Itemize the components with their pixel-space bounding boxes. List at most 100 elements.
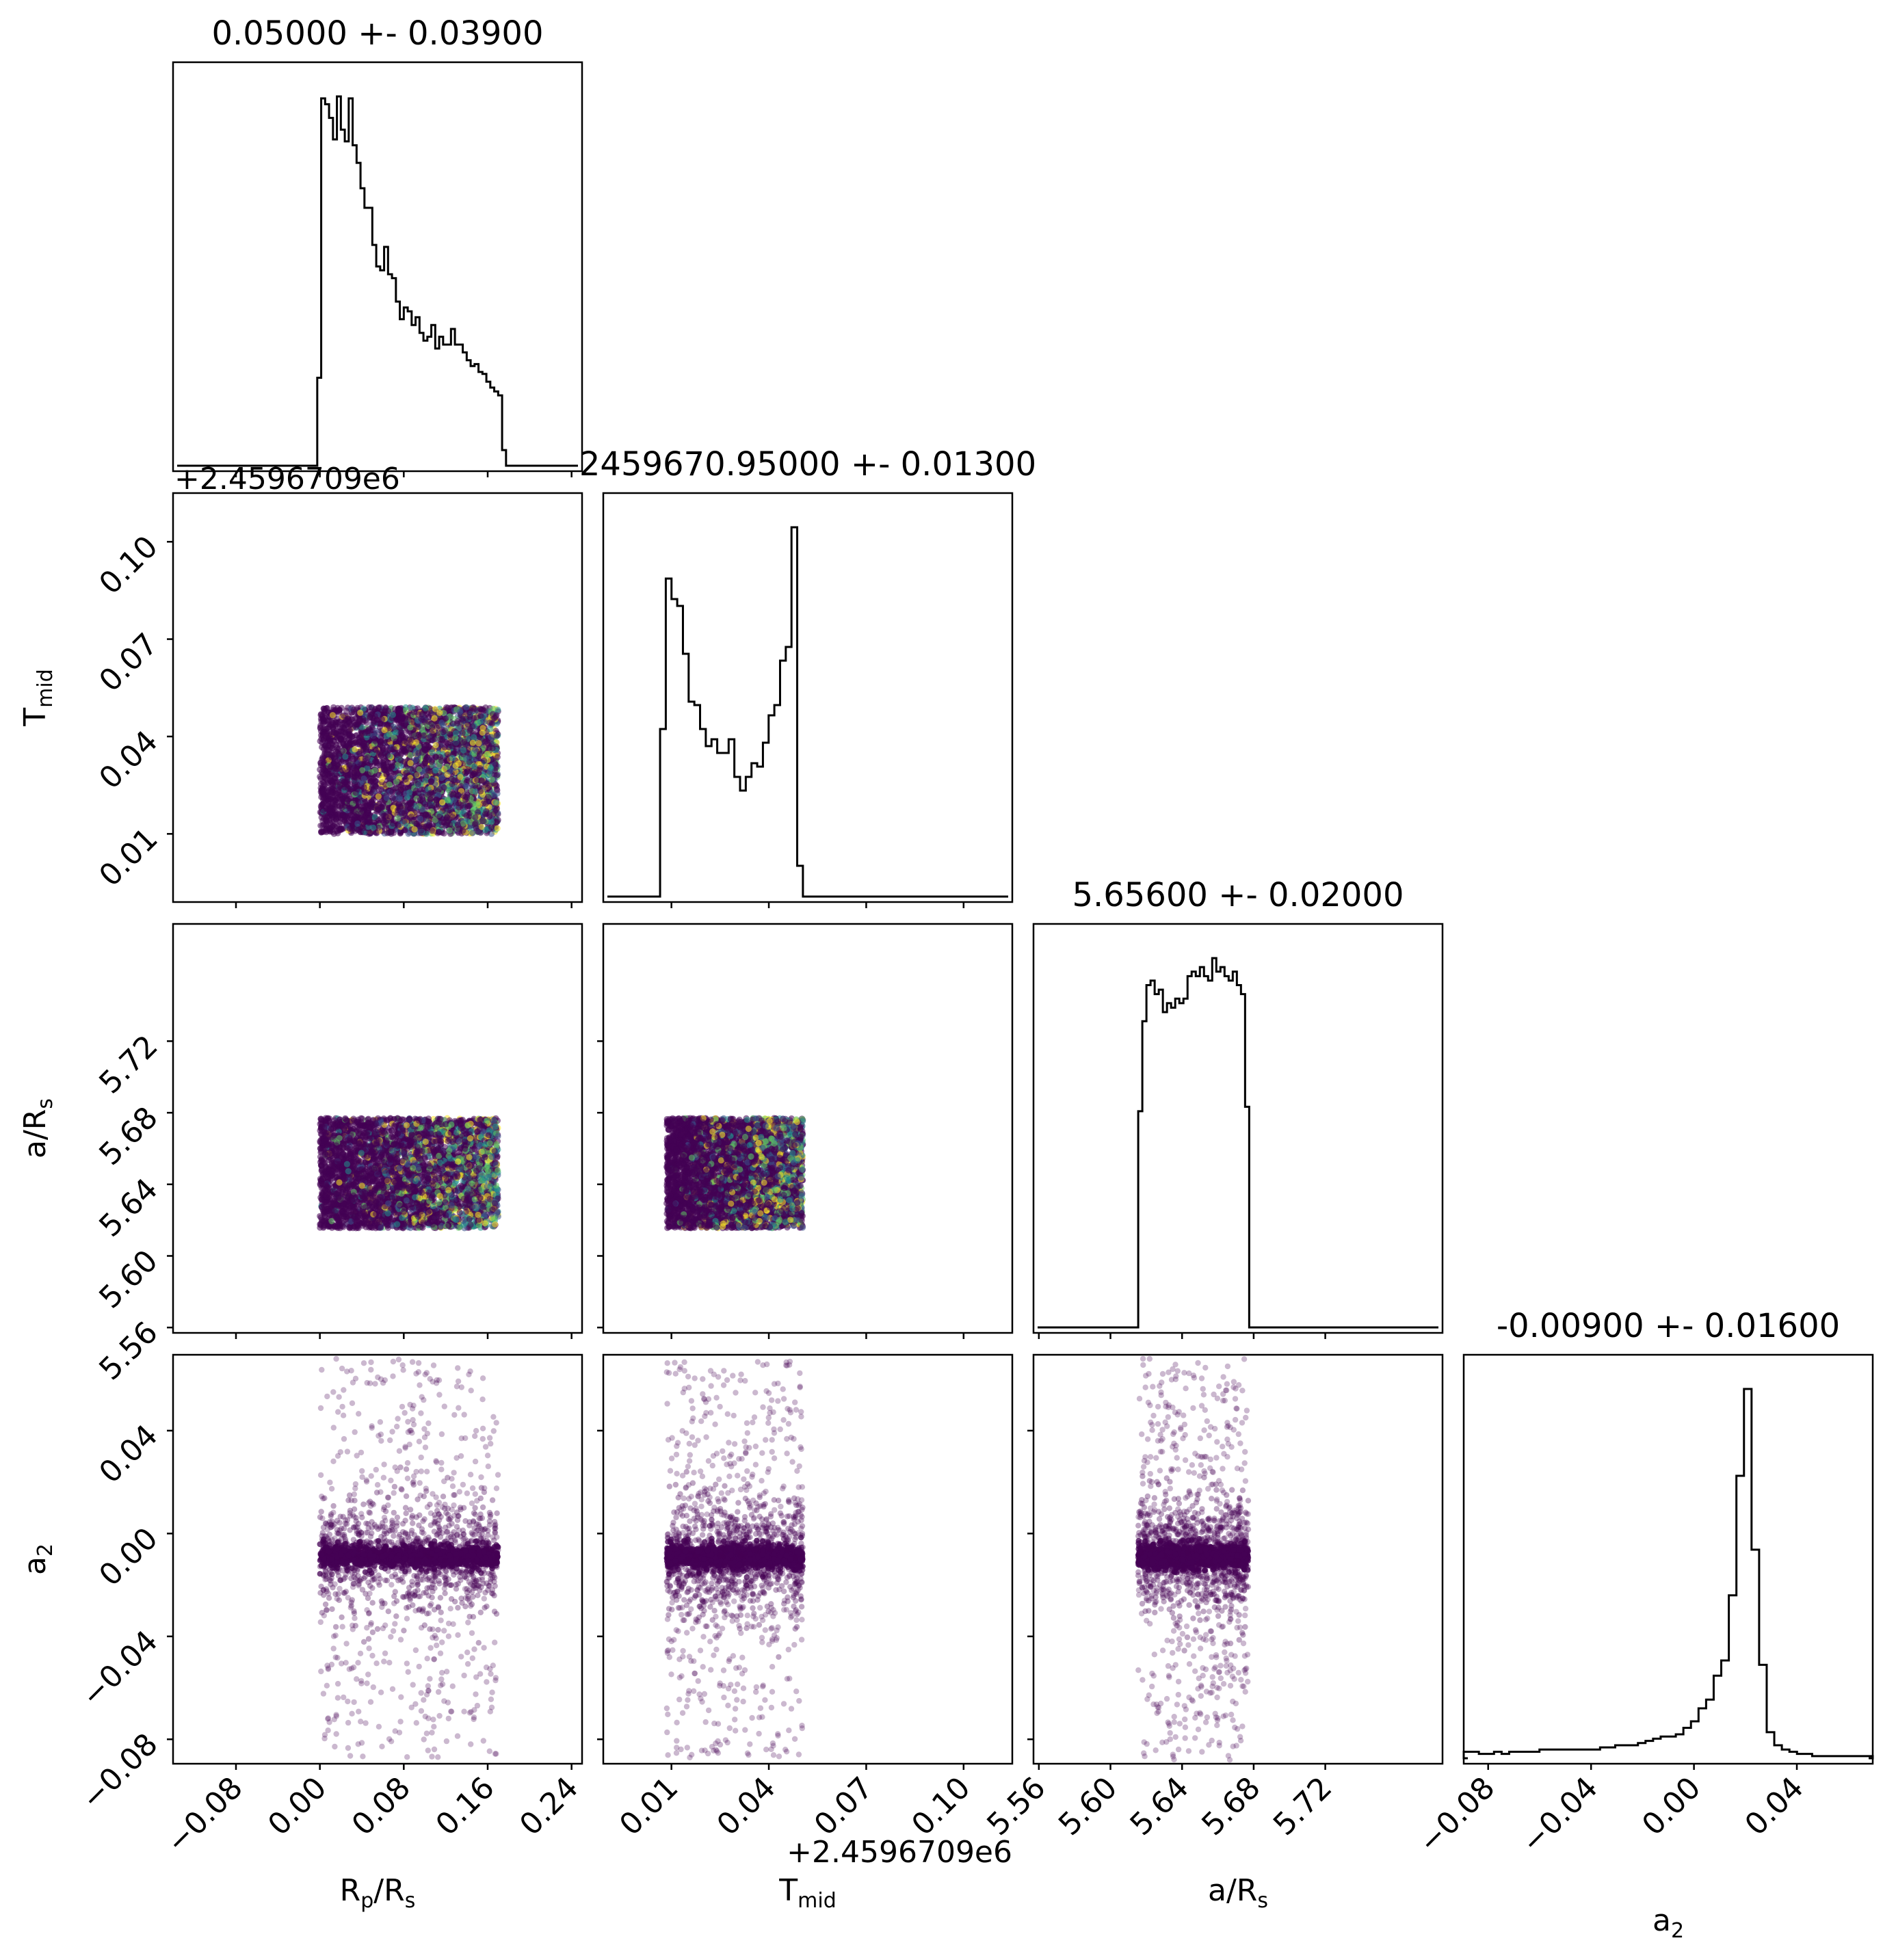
- scatter-point: [321, 781, 328, 788]
- scatter-point: [332, 755, 339, 762]
- scatter-point: [488, 734, 495, 741]
- scatter-point: [344, 797, 351, 804]
- scatter-point: [332, 801, 339, 808]
- scatter-point: [336, 791, 343, 798]
- scatter-point: [356, 734, 363, 741]
- scatter-point: [440, 830, 447, 837]
- scatter-point: [336, 707, 343, 714]
- scatter-point: [352, 746, 358, 753]
- scatter-point: [326, 824, 332, 832]
- scatter-point: [469, 830, 476, 836]
- scatter-point: [456, 804, 462, 811]
- scatter-point: [474, 809, 482, 816]
- scatter-point: [402, 776, 409, 783]
- scatter-point: [484, 751, 490, 758]
- scatter-point: [438, 735, 446, 742]
- scatter-point: [464, 768, 471, 775]
- scatter-point: [393, 738, 399, 745]
- scatter-point: [438, 758, 445, 765]
- scatter-point: [329, 780, 336, 786]
- scatter-point: [425, 811, 432, 819]
- scatter-point: [412, 787, 420, 794]
- scatter-point: [393, 752, 401, 758]
- scatter-point: [466, 708, 473, 715]
- scatter-point: [375, 817, 382, 824]
- scatter-point: [401, 810, 408, 817]
- scatter-point: [378, 741, 384, 748]
- scatter-point: [351, 815, 358, 822]
- scatter-point: [474, 777, 481, 784]
- scatter-point: [452, 762, 459, 769]
- scatter-point: [345, 741, 352, 748]
- scatter-point: [333, 728, 341, 734]
- scatter-point: [388, 764, 395, 771]
- scatter-point: [376, 704, 382, 711]
- scatter-point: [419, 806, 426, 813]
- scatter-point: [449, 780, 456, 787]
- scatter-point: [457, 708, 464, 715]
- scatter-point: [451, 750, 458, 757]
- scatter-point: [318, 829, 325, 836]
- scatter-point: [422, 704, 429, 711]
- scatter-point: [431, 735, 438, 742]
- scatter-point: [443, 715, 449, 722]
- scatter-point: [472, 814, 479, 821]
- scatter-point: [462, 782, 469, 789]
- histogram-step-line: [177, 95, 578, 467]
- scatter-point: [486, 719, 493, 726]
- scatter-point: [488, 819, 495, 825]
- scatter-point: [479, 725, 486, 732]
- scatter-point: [476, 765, 484, 771]
- scatter-panel-rp-ars: [172, 923, 583, 1334]
- scatter-point: [384, 752, 391, 758]
- scatter-point: [372, 778, 379, 785]
- scatter-point: [336, 826, 343, 833]
- scatter-point: [432, 801, 440, 808]
- scatter-point: [414, 734, 422, 741]
- scatter-point: [360, 775, 367, 782]
- scatter-point: [448, 776, 456, 782]
- scatter-point: [401, 827, 408, 834]
- scatter-point: [463, 812, 470, 819]
- scatter-point: [407, 752, 414, 758]
- scatter-point: [477, 705, 484, 713]
- scatter-point: [326, 751, 332, 758]
- scatter-point: [428, 730, 436, 737]
- scatter-point: [317, 725, 324, 732]
- scatter-point: [319, 720, 326, 727]
- scatter-point: [407, 724, 414, 731]
- scatter-point: [339, 796, 346, 803]
- scatter-point: [446, 827, 453, 834]
- scatter-point: [486, 813, 493, 820]
- scatter-point: [436, 709, 443, 716]
- scatter-point: [382, 821, 389, 828]
- scatter-point: [425, 756, 432, 763]
- scatter-point: [464, 776, 471, 784]
- scatter-point: [378, 716, 386, 723]
- scatter-point: [352, 789, 359, 796]
- scatter-point: [376, 787, 383, 794]
- scatter-point: [371, 735, 378, 742]
- panel-frame: [172, 61, 583, 473]
- scatter-point: [488, 776, 496, 783]
- scatter-point: [343, 707, 350, 714]
- scatter-point: [355, 720, 362, 727]
- scatter-point: [455, 791, 462, 798]
- scatter-point: [436, 829, 443, 836]
- scatter-point: [472, 746, 479, 753]
- scatter-point: [324, 776, 330, 783]
- scatter-point: [446, 809, 453, 817]
- scatter-point: [483, 738, 490, 745]
- scatter-point: [373, 830, 380, 836]
- scatter-point: [350, 706, 357, 713]
- scatter-point: [368, 798, 375, 805]
- scatter-point: [427, 802, 434, 809]
- scatter-point: [361, 789, 368, 795]
- scatter-point: [346, 764, 353, 771]
- scatter-point: [432, 706, 439, 713]
- scatter-point: [490, 791, 497, 798]
- scatter-point: [402, 706, 410, 714]
- scatter-point: [460, 717, 466, 724]
- scatter-point: [475, 770, 482, 777]
